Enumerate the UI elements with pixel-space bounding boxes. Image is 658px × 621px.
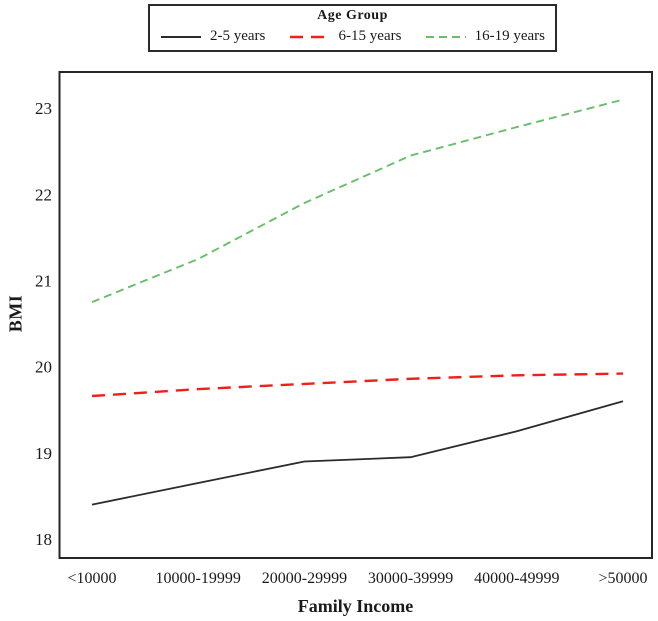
legend-items: 2-5 years 6-15 years 16-19 years xyxy=(150,26,555,45)
legend-item-label: 16-19 years xyxy=(474,28,545,44)
x-tick-label: >50000 xyxy=(598,570,647,587)
legend-item-label: 6-15 years xyxy=(338,28,402,44)
x-tick-label: 20000-29999 xyxy=(262,570,347,587)
chart-legend: Age Group 2-5 years 6-15 years 16-19 years xyxy=(148,4,557,52)
y-axis-title: BMI xyxy=(5,294,26,333)
y-tick-label: 18 xyxy=(35,530,52,549)
series-line-2-5-years xyxy=(91,400,624,506)
legend-swatch-long-dash-icon xyxy=(289,35,330,38)
series-line-16-19-years xyxy=(91,98,624,303)
legend-title: Age Group xyxy=(317,8,388,23)
x-tick-label: 10000-19999 xyxy=(156,570,241,587)
y-tick-label: 23 xyxy=(35,99,52,118)
y-tick-label: 21 xyxy=(35,272,52,291)
x-axis-title: Family Income xyxy=(297,596,414,616)
legend-item-label: 2-5 years xyxy=(210,28,266,44)
legend-item-16-19-years: 16-19 years xyxy=(425,28,545,45)
x-tick-label: 40000-49999 xyxy=(474,570,559,587)
x-tick-label: <10000 xyxy=(67,570,116,587)
legend-item-6-15-years: 6-15 years xyxy=(289,28,402,45)
series-line-6-15-years xyxy=(91,372,624,398)
x-tick-label: 30000-39999 xyxy=(368,570,453,587)
plot-frame xyxy=(58,71,653,559)
y-tick-label: 20 xyxy=(35,358,52,377)
legend-swatch-solid-icon xyxy=(161,35,201,38)
y-tick-label: 19 xyxy=(35,444,52,463)
y-tick-label: 22 xyxy=(35,185,52,204)
legend-item-2-5-years: 2-5 years xyxy=(160,28,265,45)
legend-swatch-short-dash-icon xyxy=(425,35,466,38)
